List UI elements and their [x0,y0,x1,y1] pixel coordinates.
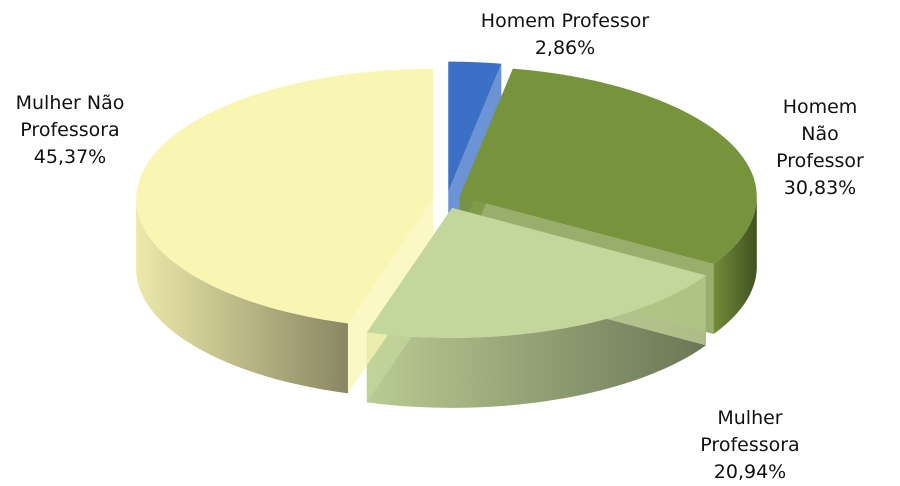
slice-side-shade [366,275,706,408]
category-label: Homem Não Professor [776,96,864,172]
data-label: Mulher Professora 20,94% [665,405,835,486]
chart: Homem Professor 2,86% Homem Não Professor 3… [15,8,875,483]
slice [448,61,502,192]
slice [459,68,757,265]
pie-area [136,61,757,408]
category-label: Mulher Professora [700,407,800,456]
value-label: 30,83% [783,177,857,199]
category-label: Homem Professor [480,10,650,32]
category-label: Mulher Não Professora [15,92,125,141]
value-label: 2,86% [534,37,596,59]
data-label: Homem Não Professor 30,83% [765,94,875,202]
slice-side-shade [136,198,348,394]
value-label: 45,37% [33,146,107,168]
slice-wall [347,198,434,394]
slice-side-shade [713,196,757,335]
slice [136,68,434,324]
slice [366,207,706,338]
data-label: Homem Professor 2,86% [480,8,650,62]
value-label: 20,94% [713,461,787,483]
data-label: Mulher Não Professora 45,37% [15,90,125,171]
